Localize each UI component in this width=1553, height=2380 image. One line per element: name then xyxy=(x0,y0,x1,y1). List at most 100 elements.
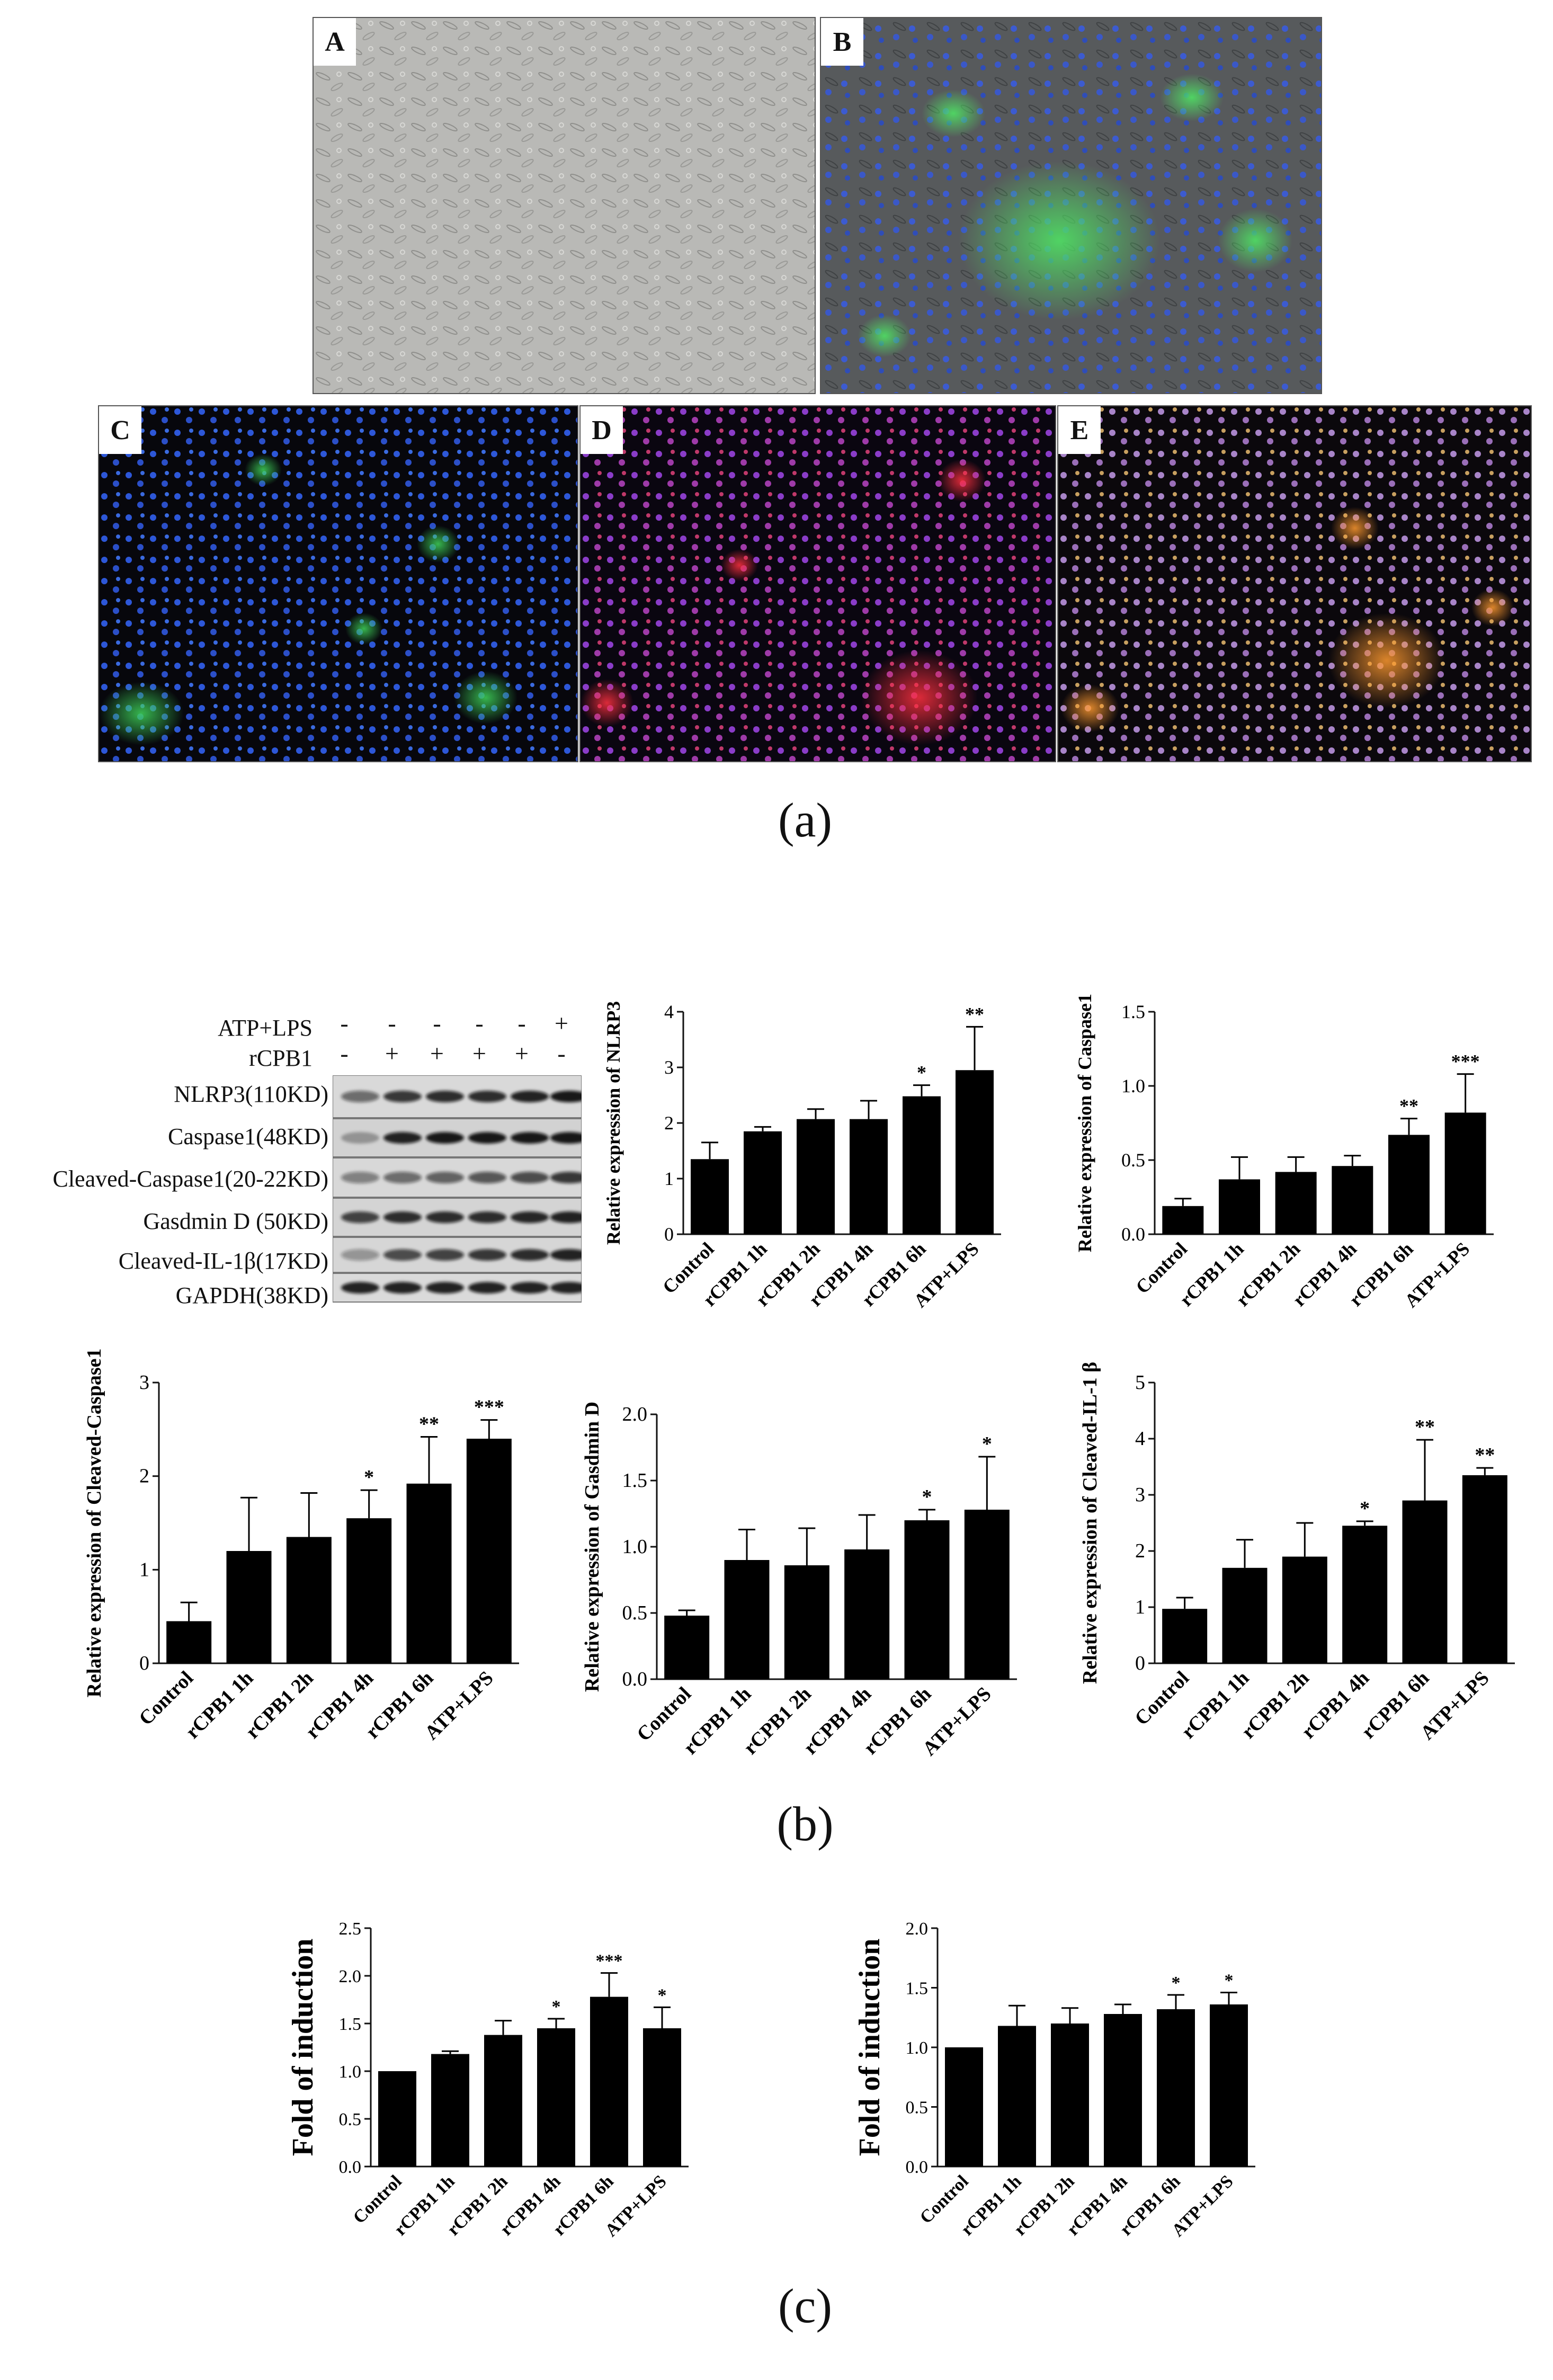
western-blot-image xyxy=(333,1075,582,1303)
chart-gasdmin-d-bar-1 xyxy=(664,1616,710,1679)
blot-band-row-2-lane-2 xyxy=(383,1132,422,1144)
chart-cleaved-caspase1-bar-1 xyxy=(166,1621,212,1663)
blot-band-row-3-lane-1 xyxy=(341,1172,379,1183)
micrograph-e-pattern xyxy=(1058,406,1531,761)
blot-sign-rcpb1-lane-1: - xyxy=(340,1040,349,1067)
blot-band-row-1-lane-5 xyxy=(511,1091,549,1102)
chart-caspase1-y-tick-label: 1.5 xyxy=(1121,1001,1145,1022)
chart-cleaved-caspase1-y-axis-label: Relative expression of Cleaved-Caspase1 xyxy=(83,1349,105,1698)
chart-fold-left-bar-1 xyxy=(378,2071,416,2167)
blot-sign-atp-lps-lane-6: + xyxy=(555,1010,568,1037)
caption-c: (c) xyxy=(778,2279,833,2333)
chart-fold-right-significance-6: * xyxy=(1225,1971,1234,1991)
blot-sign-rcpb1-lane-5: + xyxy=(515,1040,529,1067)
chart-gasdmin-d-bar-6 xyxy=(964,1510,1010,1679)
chart-cleaved-caspase1-bar-6 xyxy=(466,1439,512,1663)
chart-cleaved-il1b-significance-6: ** xyxy=(1475,1444,1495,1466)
chart-fold-left-bar-6 xyxy=(643,2028,681,2167)
caption-a: (a) xyxy=(778,793,833,847)
chart-fold-right-y-tick-label: 2.0 xyxy=(906,1919,929,1939)
chart-caspase1-bar-2 xyxy=(1219,1179,1260,1234)
blot-sign-atp-lps-lane-1: - xyxy=(340,1010,349,1037)
panel-letter-d: D xyxy=(581,406,623,454)
chart-cleaved-il1b-y-tick-label: 1 xyxy=(1135,1596,1145,1618)
chart-gasdmin-d-bar-5 xyxy=(904,1520,950,1679)
chart-cleaved-caspase1-significance-6: *** xyxy=(474,1396,504,1419)
chart-caspase1-y-tick-label: 0.5 xyxy=(1121,1149,1145,1171)
caption-b: (b) xyxy=(776,1797,834,1851)
blot-band-row-4-lane-2 xyxy=(383,1211,422,1223)
micrograph-d: D xyxy=(579,405,1056,762)
blot-band-row-6-lane-2 xyxy=(383,1282,422,1294)
panel-letter-c: C xyxy=(99,406,141,454)
blot-band-row-5-lane-6 xyxy=(550,1249,582,1261)
chart-caspase1-y-axis-label: Relative expression of Caspase1 xyxy=(1074,994,1095,1252)
blot-band-row-3-lane-5 xyxy=(511,1172,549,1183)
micrograph-b-pattern xyxy=(821,18,1321,393)
blot-sign-rcpb1-lane-2: + xyxy=(385,1040,399,1067)
chart-cleaved-il1b-y-tick-label: 4 xyxy=(1135,1428,1145,1450)
chart-cleaved-il1b-y-tick-label: 0 xyxy=(1135,1652,1145,1674)
chart-cleaved-il1b-bar-6 xyxy=(1462,1475,1507,1663)
chart-nlrp3-y-tick-label: 0 xyxy=(664,1224,674,1245)
blot-band-row-3-lane-4 xyxy=(468,1172,506,1183)
blot-treatment-atp-lps-label: ATP+LPS xyxy=(218,1015,313,1041)
blot-band-row-4-lane-6 xyxy=(550,1211,582,1223)
blot-band-row-6-lane-3 xyxy=(426,1282,464,1294)
micrograph-b: B xyxy=(820,17,1322,394)
blot-band-row-2-lane-6 xyxy=(550,1132,582,1144)
chart-fold-left-significance-6: * xyxy=(658,1985,667,2005)
chart-cleaved-caspase1: 0 1 2 3 Relative expression of Cleaved-Caspa… xyxy=(83,1349,519,1744)
blot-sign-rcpb1-lane-3: + xyxy=(430,1040,444,1067)
chart-cleaved-il1b-y-tick-label: 5 xyxy=(1135,1371,1145,1394)
chart-gasdmin-d-bar-4 xyxy=(844,1549,890,1679)
blot-band-label-nlrp3: NLRP3(110KD) xyxy=(174,1081,328,1107)
chart-cleaved-il1b-bar-2 xyxy=(1222,1567,1268,1663)
chart-cleaved-caspase1-bar-4 xyxy=(346,1518,392,1663)
chart-cleaved-il1b-bar-3 xyxy=(1282,1556,1327,1663)
blot-band-row-2-lane-1 xyxy=(341,1132,379,1144)
blot-band-row-1-lane-2 xyxy=(383,1091,422,1102)
chart-gasdmin-d-y-tick-label: 2.0 xyxy=(622,1403,648,1425)
chart-fold-right-bar-5 xyxy=(1157,2009,1195,2167)
blot-band-row-5-lane-5 xyxy=(511,1249,549,1261)
blot-band-row-6-lane-4 xyxy=(468,1282,506,1294)
blot-band-row-5-lane-4 xyxy=(468,1249,506,1261)
chart-gasdmin-d-significance-5: * xyxy=(922,1486,932,1508)
chart-cleaved-il1b-bar-5 xyxy=(1402,1500,1448,1663)
chart-nlrp3-y-tick-label: 1 xyxy=(664,1168,674,1189)
chart-fold-left-bar-4 xyxy=(537,2028,575,2167)
chart-nlrp3-y-axis-label: Relative expression of NLRP3 xyxy=(603,1001,624,1245)
blot-sign-atp-lps-lane-2: - xyxy=(388,1010,396,1037)
blot-band-row-6-lane-5 xyxy=(511,1282,549,1294)
blot-band-row-4-lane-1 xyxy=(341,1211,379,1223)
blot-band-row-6-lane-6 xyxy=(550,1282,582,1294)
chart-nlrp3-y-tick-label: 2 xyxy=(664,1112,674,1134)
chart-fold-right-y-tick-label: 1.0 xyxy=(906,2038,929,2058)
blot-band-row-1-lane-4 xyxy=(468,1091,506,1102)
panel-letter-e: E xyxy=(1058,406,1101,454)
chart-cleaved-il1b-bar-4 xyxy=(1342,1526,1388,1663)
chart-fold-left-y-tick-label: 1.0 xyxy=(339,2062,362,2082)
chart-caspase1-significance-5: ** xyxy=(1399,1095,1418,1117)
chart-fold-left-bar-5 xyxy=(590,1996,628,2167)
chart-cleaved-il1b-y-tick-label: 3 xyxy=(1135,1484,1145,1506)
blot-band-row-3-lane-6 xyxy=(550,1172,582,1183)
chart-cleaved-caspase1-significance-4: * xyxy=(364,1466,374,1488)
blot-treatment-rcpb1-label: rCPB1 xyxy=(249,1045,313,1071)
chart-nlrp3-bar-2 xyxy=(744,1131,782,1234)
chart-gasdmin-d: 0.0 0.5 1.0 1.5 2.0 Relative expression of Ga… xyxy=(581,1402,1017,1759)
chart-fold-right-bar-4 xyxy=(1104,2014,1142,2167)
chart-fold-right-bar-1 xyxy=(945,2047,983,2167)
chart-fold-left-significance-5: *** xyxy=(596,1951,623,1971)
chart-gasdmin-d-bar-3 xyxy=(784,1565,829,1679)
chart-fold-left-y-tick-label: 0.0 xyxy=(339,2158,362,2177)
chart-gasdmin-d-y-tick-label: 0.0 xyxy=(622,1668,648,1690)
blot-sign-atp-lps-lane-3: - xyxy=(433,1010,441,1037)
chart-cleaved-il1b-significance-4: * xyxy=(1360,1497,1370,1520)
chart-fold-right-y-tick-label: 0.5 xyxy=(906,2098,929,2118)
chart-caspase1-significance-6: *** xyxy=(1451,1051,1480,1072)
micrograph-a: A xyxy=(313,17,816,394)
chart-cleaved-caspase1-bar-2 xyxy=(226,1551,272,1663)
